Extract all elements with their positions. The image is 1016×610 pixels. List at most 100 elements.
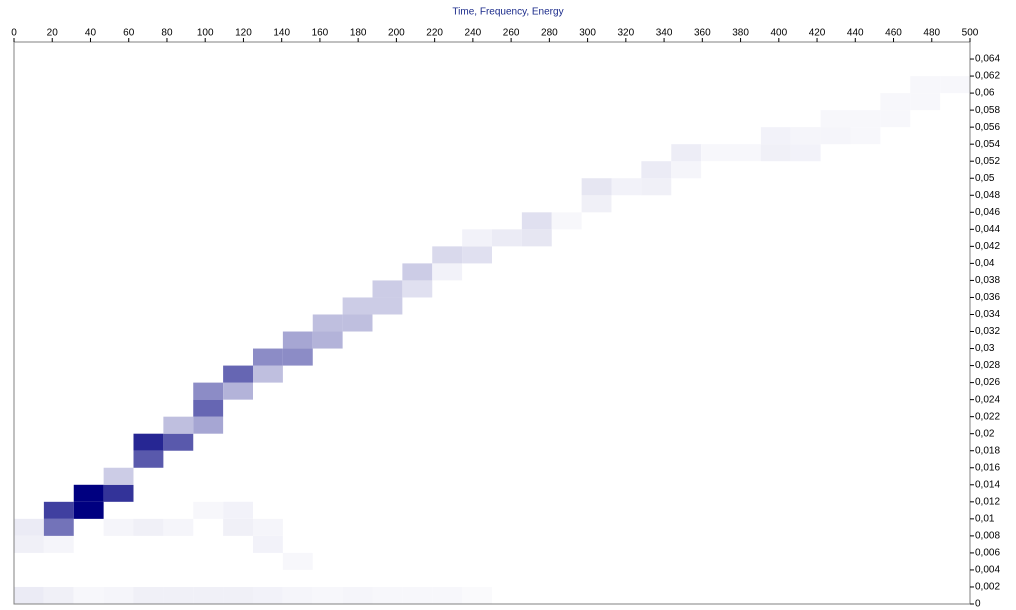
heat-cell bbox=[462, 246, 492, 264]
heat-cell bbox=[223, 518, 253, 536]
heat-cell bbox=[790, 144, 821, 162]
x-tick-label: 0 bbox=[11, 28, 17, 39]
heat-cell bbox=[103, 518, 134, 536]
heat-cell bbox=[910, 76, 941, 94]
heat-cell bbox=[402, 586, 433, 604]
heat-cell bbox=[73, 501, 104, 519]
y-tick-label: 0,026 bbox=[975, 377, 1000, 388]
y-tick-label: 0 bbox=[975, 599, 981, 610]
heat-cell bbox=[880, 93, 911, 111]
x-tick-label: 140 bbox=[273, 28, 290, 39]
y-tick-label: 0,038 bbox=[975, 275, 1000, 286]
y-tick-label: 0,01 bbox=[975, 513, 995, 524]
heat-cell bbox=[462, 229, 492, 247]
heat-cell bbox=[253, 535, 283, 553]
heat-cell bbox=[641, 161, 672, 179]
heat-cell bbox=[193, 501, 224, 519]
x-tick-label: 180 bbox=[350, 28, 367, 39]
y-tick-label: 0,034 bbox=[975, 309, 1000, 320]
chart-title: Time, Frequency, Energy bbox=[452, 7, 563, 18]
heat-cell bbox=[820, 110, 851, 128]
heat-cell bbox=[342, 314, 373, 332]
heat-cell bbox=[641, 178, 672, 196]
heat-cell bbox=[671, 144, 702, 162]
x-tick-label: 420 bbox=[809, 28, 826, 39]
y-tick-label: 0,008 bbox=[975, 531, 1000, 542]
x-tick-label: 300 bbox=[579, 28, 596, 39]
heat-cell bbox=[163, 586, 194, 604]
heat-cell bbox=[163, 433, 194, 451]
y-tick-label: 0,024 bbox=[975, 394, 1000, 405]
heat-cell bbox=[790, 127, 821, 145]
y-tick-label: 0,048 bbox=[975, 190, 1000, 201]
heat-cell bbox=[760, 144, 791, 162]
heat-cell bbox=[223, 501, 253, 519]
heat-cell bbox=[312, 586, 343, 604]
x-tick-label: 40 bbox=[85, 28, 97, 39]
x-tick-label: 280 bbox=[541, 28, 558, 39]
heat-cell bbox=[910, 93, 941, 111]
y-tick-label: 0,022 bbox=[975, 411, 1000, 422]
x-tick-label: 20 bbox=[47, 28, 59, 39]
x-tick-label: 400 bbox=[770, 28, 787, 39]
y-tick-label: 0,016 bbox=[975, 462, 1000, 473]
heat-cell bbox=[731, 144, 761, 162]
x-tick-label: 100 bbox=[197, 28, 214, 39]
heat-cell bbox=[193, 399, 224, 417]
heat-cell bbox=[551, 212, 582, 230]
y-tick-label: 0,054 bbox=[975, 139, 1000, 150]
y-tick-label: 0,018 bbox=[975, 445, 1000, 456]
heat-cell bbox=[253, 348, 283, 366]
y-tick-label: 0,042 bbox=[975, 241, 1000, 252]
y-tick-label: 0,04 bbox=[975, 258, 995, 269]
y-tick-label: 0,046 bbox=[975, 207, 1000, 218]
heat-cell bbox=[43, 501, 74, 519]
y-tick-label: 0,052 bbox=[975, 156, 1000, 167]
y-tick-label: 0,002 bbox=[975, 582, 1000, 593]
heat-cell bbox=[372, 297, 403, 315]
y-tick-label: 0,058 bbox=[975, 105, 1000, 116]
heat-cell bbox=[880, 110, 911, 128]
heat-cell bbox=[253, 365, 283, 383]
y-tick-label: 0,056 bbox=[975, 122, 1000, 133]
heat-cell bbox=[342, 586, 373, 604]
heat-cell bbox=[133, 586, 164, 604]
x-tick-label: 340 bbox=[656, 28, 673, 39]
heat-cell bbox=[402, 263, 433, 281]
heat-cell bbox=[402, 280, 433, 298]
heat-cell bbox=[701, 144, 731, 162]
heat-cell bbox=[521, 229, 552, 247]
heat-cell bbox=[462, 586, 492, 604]
heat-cell bbox=[940, 76, 970, 94]
x-tick-label: 500 bbox=[962, 28, 979, 39]
heat-cell bbox=[581, 178, 612, 196]
heat-cell bbox=[820, 127, 851, 145]
heat-cell bbox=[43, 535, 74, 553]
heat-cell bbox=[253, 586, 283, 604]
heat-cell bbox=[133, 433, 164, 451]
y-tick-label: 0,028 bbox=[975, 360, 1000, 371]
y-tick-label: 0,02 bbox=[975, 428, 995, 439]
heat-cell bbox=[43, 586, 74, 604]
heat-cell bbox=[163, 416, 194, 434]
heat-cell bbox=[103, 484, 134, 502]
y-tick-label: 0,03 bbox=[975, 343, 995, 354]
heat-cell bbox=[581, 195, 612, 213]
heat-cell bbox=[193, 416, 224, 434]
x-tick-label: 440 bbox=[847, 28, 864, 39]
heat-cell bbox=[282, 586, 313, 604]
heat-cell bbox=[43, 518, 74, 536]
heat-cell bbox=[253, 518, 283, 536]
heat-cell bbox=[103, 586, 134, 604]
y-tick-label: 0,05 bbox=[975, 173, 995, 184]
heat-cell bbox=[133, 450, 164, 468]
heat-cell bbox=[492, 229, 522, 247]
heat-cell bbox=[312, 331, 343, 349]
x-tick-label: 460 bbox=[885, 28, 902, 39]
heat-cell bbox=[760, 127, 791, 145]
x-tick-label: 360 bbox=[694, 28, 711, 39]
x-tick-label: 260 bbox=[503, 28, 520, 39]
y-tick-label: 0,006 bbox=[975, 548, 1000, 559]
heat-cell bbox=[73, 586, 104, 604]
